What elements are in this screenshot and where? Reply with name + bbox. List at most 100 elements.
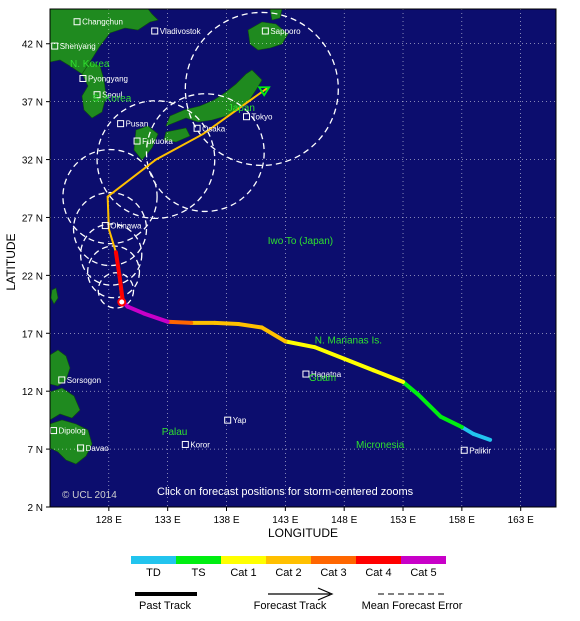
region-label: Micronesia <box>356 440 405 451</box>
past-track-segment <box>142 311 170 324</box>
forecast-error-circle <box>96 100 216 220</box>
city-label: Shenyang <box>60 42 96 51</box>
city-label: Okinawa <box>110 222 142 231</box>
x-tick-label: 133 E <box>155 515 181 526</box>
legend-category-label: Cat 1 <box>230 567 256 579</box>
forecast-error-circle <box>97 272 135 309</box>
city-label: Dipolog <box>59 427 86 436</box>
region-label: N. Marianas Is. <box>315 336 382 347</box>
forecast-track-legend-arrowhead <box>317 587 334 601</box>
legend-color-swatch <box>401 556 446 564</box>
current-position-marker[interactable] <box>117 297 127 307</box>
city-markers: Changchun Vladivostok Sapporo Shenyang Pyong… <box>50 18 491 455</box>
x-tick-label: 158 E <box>449 515 475 526</box>
city-label: Hagatna <box>311 370 342 379</box>
plot-frame <box>49 8 557 508</box>
legend-color-swatch <box>266 556 311 564</box>
region-label: N. Korea <box>70 59 110 70</box>
y-tick-label: 12 N <box>22 387 43 398</box>
past-track-segment <box>236 322 264 330</box>
city-marker <box>193 124 201 132</box>
forecast-error-circle <box>79 223 143 286</box>
city-marker <box>151 27 159 35</box>
past-track-segment <box>438 414 464 430</box>
storm-zoom-notice: Click on forecast positions for storm-ce… <box>157 486 414 498</box>
y-tick-label: 22 N <box>22 271 43 282</box>
city-marker <box>243 113 251 121</box>
city-label: Osaka <box>202 124 226 133</box>
legend-color-swatch <box>356 556 401 564</box>
past-track-segment <box>283 339 317 350</box>
city-marker <box>73 18 81 26</box>
japan-shikoku-land <box>163 127 191 143</box>
legend-color-swatch <box>221 556 266 564</box>
city-marker <box>261 27 269 35</box>
x-axis-title: LONGITUDE <box>268 526 338 540</box>
city-marker <box>101 222 109 230</box>
x-tick-label: 138 E <box>213 515 239 526</box>
city-label: Seoul <box>102 91 123 100</box>
y-tick-label: 32 N <box>22 156 43 167</box>
city-label: Davao <box>86 444 110 453</box>
y-tick-label: 17 N <box>22 329 43 340</box>
legend-category-label: Cat 5 <box>410 567 436 579</box>
city-label: Tokyo <box>252 113 273 122</box>
y-tick-label: 37 N <box>22 98 43 109</box>
past-track-layer <box>113 250 493 442</box>
past-track-segment <box>165 319 194 325</box>
city-label: Palikir <box>469 446 491 455</box>
region-label: Iwo To (Japan) <box>268 236 333 247</box>
mean-error-legend-label: Mean Forecast Error <box>362 600 463 612</box>
forecast-error-circle <box>72 191 148 267</box>
ocean <box>50 9 556 507</box>
x-tick-label: 148 E <box>331 515 357 526</box>
city-label: Sapporo <box>270 27 301 36</box>
past-track-legend-label: Past Track <box>139 600 191 612</box>
y-tick-label: 7 N <box>27 445 43 456</box>
city-marker <box>50 427 58 435</box>
city-marker <box>224 416 232 424</box>
forecast-end-marker[interactable] <box>257 86 271 97</box>
past-track-segment <box>416 392 443 419</box>
region-label: Guam <box>309 373 336 384</box>
region-label: Palau <box>162 427 188 438</box>
forecast-track-legend-label: Forecast Track <box>254 600 327 612</box>
city-label: Sorsogon <box>67 376 101 385</box>
city-marker <box>51 42 59 50</box>
storm-position-markers[interactable] <box>117 86 271 307</box>
past-track-segment <box>371 368 406 384</box>
japan-kyushu-land <box>133 125 159 161</box>
city-label: Koror <box>190 440 210 449</box>
city-label: Vladivostok <box>160 27 202 36</box>
past-track-segment <box>401 379 421 397</box>
copyright-text: © UCL 2014 <box>62 490 117 501</box>
city-marker <box>79 74 87 82</box>
legend-category-label: TD <box>146 567 161 579</box>
city-label: Fukuoka <box>142 137 173 146</box>
region-labels: N. Korea S. Korea Japan Iwo To (Japan) N. Ma… <box>70 59 405 451</box>
city-marker <box>302 370 310 378</box>
city-marker <box>93 91 101 99</box>
city-label: Pusan <box>126 120 149 129</box>
y-tick-label: 27 N <box>22 213 43 224</box>
axis-ticks: 128 E 133 E 138 E 143 E 148 E 153 E 158 E 163 E… <box>22 40 534 526</box>
asia-mainland-land <box>50 9 159 75</box>
philippines-mindanao-land <box>50 419 93 465</box>
legend-color-swatch <box>311 556 356 564</box>
x-tick-label: 128 E <box>96 515 122 526</box>
legend-color-swatch <box>131 556 176 564</box>
region-label: S. Korea <box>92 94 131 105</box>
legend-category-label: Cat 4 <box>365 567 391 579</box>
city-marker <box>77 444 85 452</box>
intensity-color-bar: TD TS Cat 1 Cat 2 Cat 3 Cat 4 Cat 5 <box>131 556 446 579</box>
city-marker <box>58 376 66 384</box>
legend-category-label: TS <box>191 567 205 579</box>
past-track-segment <box>125 304 147 316</box>
past-track-segment <box>459 425 476 437</box>
city-marker <box>133 137 141 145</box>
y-tick-label: 2 N <box>27 503 43 514</box>
past-track-segment <box>312 345 347 361</box>
x-tick-label: 163 E <box>508 515 534 526</box>
korean-peninsula-land <box>81 61 107 119</box>
city-marker <box>460 446 468 454</box>
